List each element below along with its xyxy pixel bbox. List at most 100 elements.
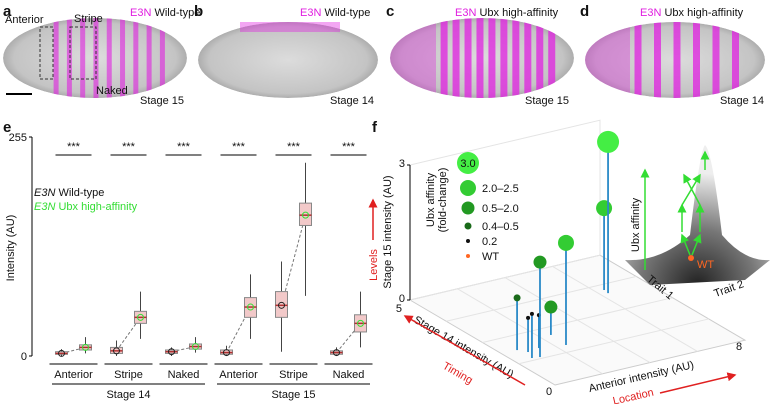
reporter: E3N xyxy=(130,7,151,19)
category-label: Naked xyxy=(333,369,365,381)
stripe xyxy=(240,22,340,32)
legend-swatch xyxy=(464,222,472,230)
box xyxy=(299,202,312,226)
box xyxy=(275,291,288,318)
stripe xyxy=(500,18,508,98)
significance: *** xyxy=(177,141,191,153)
group-label: Stage 14 xyxy=(106,389,150,401)
connector xyxy=(116,317,141,352)
landscape xyxy=(625,145,770,285)
inset-y-label: Ubx affinity xyxy=(630,197,642,252)
panel-label: a xyxy=(3,3,12,20)
stripe xyxy=(159,18,165,98)
wt-point xyxy=(688,255,694,261)
roi xyxy=(39,26,54,80)
stripe xyxy=(120,18,126,98)
roi xyxy=(69,26,97,80)
ball xyxy=(529,311,534,316)
stripe xyxy=(464,18,472,98)
legend-label: 0.2 xyxy=(482,236,497,248)
connector xyxy=(281,215,306,306)
stripe xyxy=(512,18,520,98)
stripe xyxy=(66,18,72,98)
significance: *** xyxy=(287,141,301,153)
y-tick-label: 255 xyxy=(9,132,27,144)
category-label: Anterior xyxy=(219,369,258,381)
point-cloud xyxy=(278,301,285,309)
y-arrow xyxy=(403,315,526,386)
stripe xyxy=(712,22,720,98)
ball xyxy=(544,300,558,314)
region-label: Anterior xyxy=(5,14,44,26)
panel-label: f xyxy=(372,119,378,136)
embryo xyxy=(198,22,378,98)
stripe xyxy=(146,18,152,98)
inset-x2-label: Trait 2 xyxy=(712,278,745,300)
point-cloud xyxy=(357,319,364,327)
genotype: Wild-type xyxy=(154,7,200,19)
stripe xyxy=(524,18,532,98)
stripe xyxy=(440,18,448,98)
stripe xyxy=(693,22,700,98)
legend-label: 0.5–2.0 xyxy=(482,203,519,215)
y-tick-label: 5 xyxy=(396,303,402,315)
significance: *** xyxy=(232,141,246,153)
x-tick-label: 0 xyxy=(546,386,552,398)
stripe xyxy=(548,18,556,98)
legend-reporter: E3N xyxy=(34,187,55,199)
z-tick-label: 0 xyxy=(399,293,405,305)
reporter: E3N xyxy=(640,7,661,19)
legend-title: Ubx affinity xyxy=(425,172,437,227)
stripe xyxy=(476,18,484,98)
legend-swatch xyxy=(460,180,476,196)
z-tick-label: 3 xyxy=(399,158,405,170)
panel-title: E3N Ubx high-affinity xyxy=(640,7,744,19)
x-arrow xyxy=(659,372,737,394)
box-plot: 0 255 *** Anterior *** Stripe *** Naked *** Anter… xyxy=(9,132,373,401)
category-label: Stripe xyxy=(114,369,143,381)
stage-label: Stage 14 xyxy=(720,95,764,107)
stripe xyxy=(452,18,460,98)
inset-marker-label: WT xyxy=(697,259,714,271)
panel-title: E3N Wild-type xyxy=(300,7,370,19)
category-label: Stripe xyxy=(279,369,308,381)
point-cloud xyxy=(82,343,89,351)
floor-grid xyxy=(482,297,673,343)
genotype: Ubx high-affinity xyxy=(664,7,743,19)
legend-label: 0.4–0.5 xyxy=(482,221,519,233)
embryo xyxy=(3,18,187,98)
panel-label: b xyxy=(194,3,203,20)
panel-title: E3N Wild-type xyxy=(130,7,200,19)
stripe xyxy=(585,22,630,98)
significance: *** xyxy=(122,141,136,153)
panel-label: d xyxy=(580,3,589,20)
panel-title: E3N Ubx high-affinity xyxy=(455,7,559,19)
category-label: Naked xyxy=(168,369,200,381)
panel-label: c xyxy=(386,3,394,20)
point-cloud xyxy=(192,343,199,351)
stripe xyxy=(536,18,544,98)
point-cloud xyxy=(333,349,340,357)
legend-swatch xyxy=(461,201,475,215)
legend-name: Ubx high-affinity xyxy=(58,201,137,213)
legend-label: 3.0 xyxy=(460,158,475,170)
legend-swatch xyxy=(466,239,470,243)
stripe xyxy=(654,22,661,98)
genotype: Wild-type xyxy=(324,7,370,19)
panel-label: e xyxy=(3,119,11,136)
y-axis-label: Intensity (AU) xyxy=(5,215,17,282)
stripe xyxy=(390,18,436,98)
reporter: E3N xyxy=(300,7,321,19)
legend-reporter: E3N xyxy=(34,201,55,213)
legend-entry: E3N Wild-type xyxy=(34,187,104,199)
ball xyxy=(597,130,620,153)
significance: *** xyxy=(67,141,81,153)
legend-label: WT xyxy=(482,251,499,263)
ball xyxy=(513,294,521,302)
genotype: Ubx high-affinity xyxy=(479,7,558,19)
ball xyxy=(596,200,613,217)
ball xyxy=(533,255,547,269)
ball xyxy=(557,234,574,251)
